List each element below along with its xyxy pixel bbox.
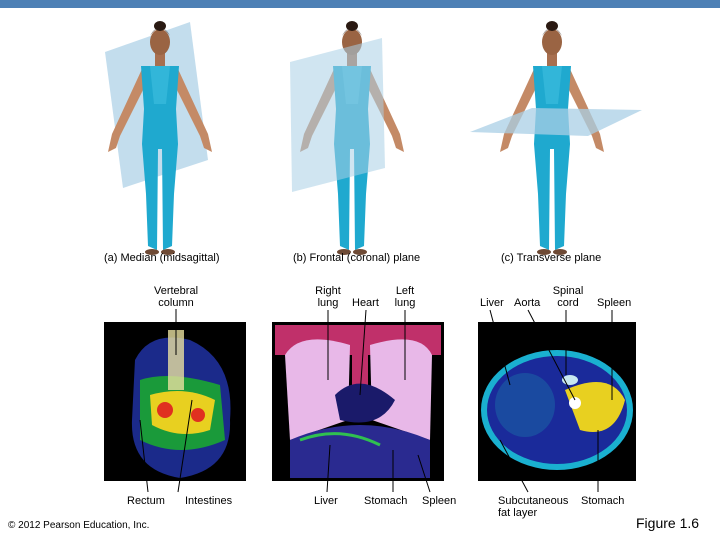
figure-label: Figure 1.6	[636, 515, 700, 531]
mri-b	[272, 322, 444, 481]
caption: (b) Frontal (coronal) plane	[293, 252, 421, 264]
caption: (c) Transverse plane	[501, 252, 602, 264]
label: Rectum	[127, 495, 165, 507]
label: Spleen	[422, 495, 457, 507]
label: Left lung	[394, 285, 416, 309]
caption: (a) Median (midsagittal)	[104, 252, 220, 264]
label: Liver	[314, 495, 338, 507]
label: Intestines	[185, 495, 233, 507]
label: Spinal cord	[552, 285, 584, 309]
label: Vertebral column	[153, 285, 199, 309]
label: Subcutaneous fat layer	[498, 495, 569, 519]
mri-c	[478, 322, 636, 481]
label: Aorta	[514, 297, 541, 309]
label: Liver	[480, 297, 504, 309]
label: Right lung	[315, 285, 341, 309]
label: Heart	[352, 297, 379, 309]
label: Stomach	[581, 495, 625, 507]
leader-lines	[139, 309, 613, 493]
mri-a	[104, 322, 246, 481]
frontal-plane	[290, 38, 385, 192]
copyright: © 2012 Pearson Education, Inc.	[8, 520, 150, 531]
figure-c	[500, 21, 604, 255]
label: Stomach	[364, 495, 408, 507]
label: Spleen	[597, 297, 632, 309]
transverse-plane	[470, 108, 642, 136]
top-bar	[0, 0, 720, 8]
